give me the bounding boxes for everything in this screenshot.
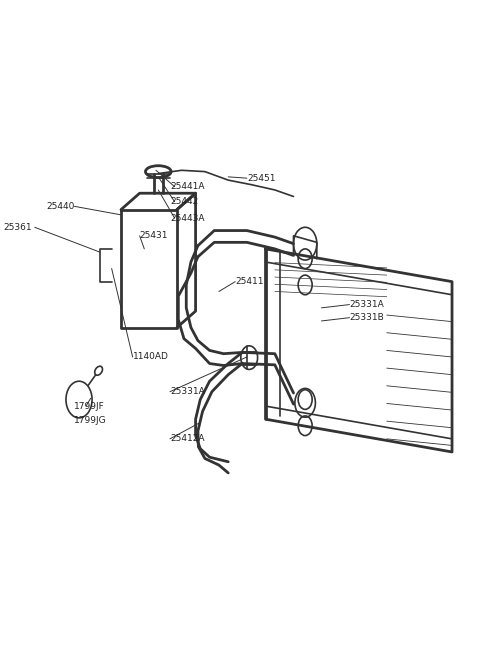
Text: 25331B: 25331B [349, 313, 384, 322]
Text: 25361: 25361 [4, 223, 32, 232]
Text: 25411: 25411 [235, 277, 264, 286]
Text: 25412A: 25412A [170, 434, 204, 443]
Text: 25441A: 25441A [170, 182, 204, 191]
Text: 25440: 25440 [46, 202, 74, 211]
Text: 25451: 25451 [247, 174, 276, 183]
Text: 1799JG: 1799JG [74, 416, 107, 425]
Ellipse shape [95, 366, 103, 375]
Text: 25442: 25442 [170, 197, 198, 206]
Text: 1799JF: 1799JF [74, 402, 105, 411]
Text: 1140AD: 1140AD [132, 352, 168, 362]
Text: 25431: 25431 [140, 231, 168, 240]
Text: 25443A: 25443A [170, 214, 204, 223]
Text: 25331A: 25331A [349, 300, 384, 309]
Text: 25331A: 25331A [170, 387, 204, 396]
